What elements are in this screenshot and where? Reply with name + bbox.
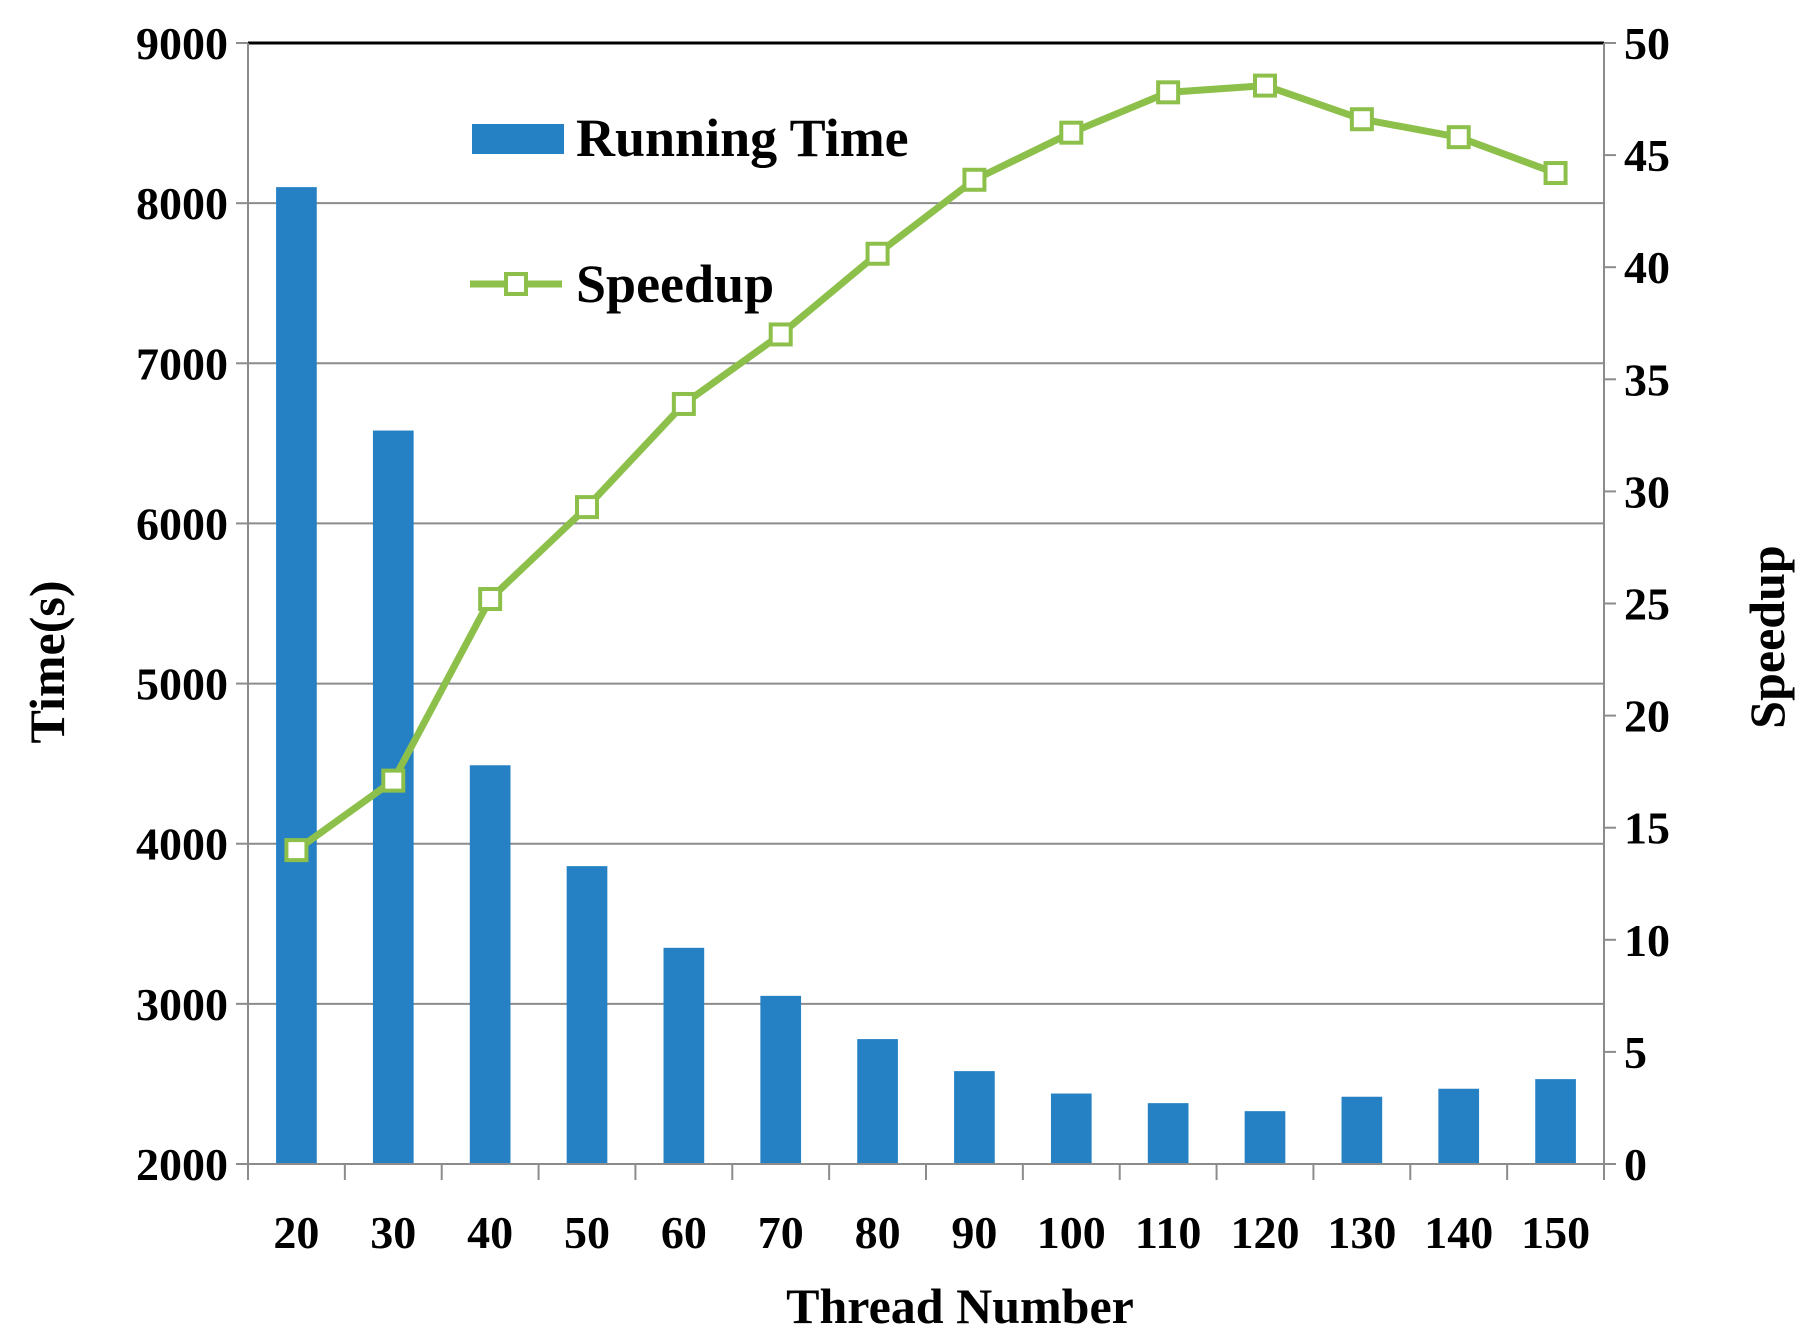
y2-tick-label: 5 [1624, 1027, 1647, 1078]
x-tick-label-140: 140 [1424, 1207, 1493, 1258]
y2-tick-label: 45 [1624, 130, 1670, 181]
y2-tick-label: 0 [1624, 1139, 1647, 1190]
y2-axis-title: Speedup [1739, 545, 1795, 728]
bar-running-time-60 [663, 947, 705, 1164]
bar-running-time-50 [566, 866, 608, 1164]
y-tick-label: 2000 [136, 1139, 228, 1190]
speedup-point-150 [1543, 161, 1568, 186]
x-tick-label-50: 50 [564, 1207, 610, 1258]
y2-tick-label: 20 [1624, 691, 1670, 742]
y-tick-label: 7000 [136, 338, 228, 389]
bar-running-time-30 [372, 430, 414, 1164]
y-tick-label: 8000 [136, 178, 228, 229]
speedup-line-group [284, 73, 1568, 863]
x-tick-label-60: 60 [661, 1207, 707, 1258]
x-axis-title: Thread Number [786, 1278, 1134, 1334]
bar-running-time-120 [1244, 1111, 1286, 1164]
y-axis-title: Time(s) [19, 581, 75, 744]
x-tick-label-100: 100 [1037, 1207, 1106, 1258]
y-tick-label: 4000 [136, 819, 228, 870]
y-tick-label: 9000 [136, 18, 228, 69]
legend-swatch-speedup-marker [504, 272, 528, 296]
bar-running-time-130 [1341, 1096, 1383, 1164]
x-tick-label-20: 20 [273, 1207, 319, 1258]
bar-running-time-110 [1147, 1103, 1189, 1164]
y2-tick-label: 15 [1624, 803, 1670, 854]
speedup-point-20 [284, 838, 309, 863]
y-tick-label: 6000 [136, 498, 228, 549]
y2-tick-label: 30 [1624, 466, 1670, 517]
x-tick-label-80: 80 [855, 1207, 901, 1258]
bar-running-time-20 [276, 187, 317, 1165]
bar-running-time-150 [1535, 1079, 1576, 1164]
x-tick-label-90: 90 [951, 1207, 997, 1258]
speedup-point-120 [1253, 73, 1277, 98]
bar-running-time-70 [760, 995, 802, 1164]
y2-tick-label: 35 [1624, 354, 1670, 405]
speedup-point-70 [768, 322, 793, 347]
bar-running-time-80 [857, 1039, 898, 1164]
legend-label-running-time: Running Time [576, 108, 909, 168]
y-tick-label: 3000 [136, 979, 228, 1030]
running-time-bars [276, 187, 1576, 1165]
x-tick-label-40: 40 [467, 1207, 513, 1258]
y2-tick-label: 40 [1624, 242, 1670, 293]
speedup-line [294, 82, 1557, 853]
bar-running-time-90 [954, 1071, 995, 1164]
speedup-point-100 [1059, 120, 1084, 145]
gridlines [248, 41, 1604, 1165]
y2-tick-label: 10 [1624, 915, 1670, 966]
x-tick-label-30: 30 [370, 1207, 416, 1258]
bar-running-time-140 [1438, 1088, 1480, 1164]
tick-labels: 2000 3000 4000 5000 6000 7000 8000 9000 0 5 10 15 20… [136, 18, 1670, 1258]
y2-tick-label: 50 [1624, 18, 1670, 69]
y-tick-label: 5000 [136, 659, 228, 710]
x-tick-label-70: 70 [758, 1207, 804, 1258]
speedup-point-40 [478, 587, 503, 612]
speedup-point-140 [1446, 125, 1471, 150]
y2-tick-label: 25 [1624, 579, 1670, 630]
legend-swatch-running-time [472, 124, 564, 154]
legend-label-speedup: Speedup [576, 254, 774, 314]
speedup-point-30 [381, 768, 406, 793]
x-tick-label-130: 130 [1327, 1207, 1396, 1258]
speedup-point-130 [1349, 107, 1374, 132]
speedup-point-90 [962, 167, 987, 192]
bar-running-time-40 [469, 765, 511, 1164]
bar-running-time-100 [1050, 1093, 1092, 1164]
x-tick-label-150: 150 [1521, 1207, 1590, 1258]
legend: Running Time Speedup [470, 108, 909, 314]
x-tick-label-110: 110 [1135, 1207, 1201, 1258]
speedup-point-110 [1156, 80, 1181, 105]
speedup-point-60 [671, 391, 696, 416]
speedup-point-80 [865, 241, 890, 266]
axes [236, 42, 1616, 1180]
x-tick-label-120: 120 [1231, 1207, 1300, 1258]
speedup-point-50 [575, 495, 599, 520]
